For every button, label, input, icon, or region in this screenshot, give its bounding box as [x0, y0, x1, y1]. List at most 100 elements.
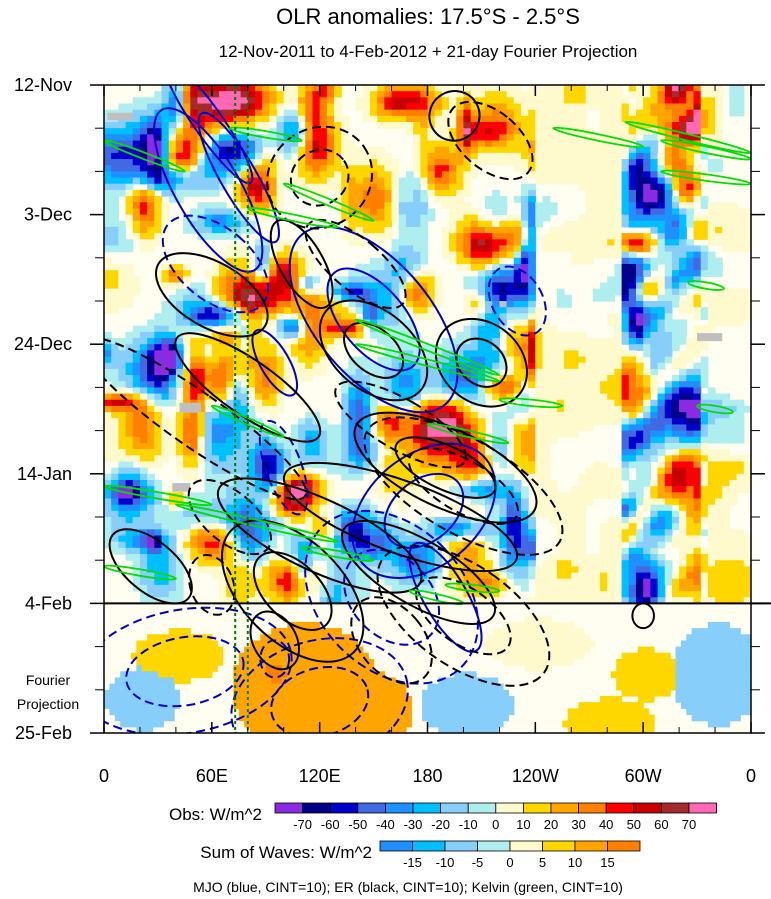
obs-field-cell: [513, 350, 522, 358]
obs-field-cell: [247, 368, 256, 376]
obs-field-cell: [305, 449, 314, 456]
obs-field-cell: [592, 103, 601, 111]
obs-field-cell: [355, 424, 364, 432]
obs-field-cell: [168, 418, 177, 426]
obs-field-cell: [341, 517, 350, 524]
obs-field-cell: [722, 455, 731, 463]
obs-field-cell: [707, 473, 716, 481]
obs-field-cell: [492, 399, 500, 407]
obs-field-cell: [341, 498, 350, 506]
obs-field-cell: [197, 159, 206, 166]
obs-field-cell: [528, 307, 536, 314]
obs-field-cell: [355, 356, 364, 364]
obs-field-cell: [204, 455, 213, 463]
obs-anomaly-field: [104, 85, 751, 604]
obs-field-cell: [571, 338, 580, 345]
obs-field-cell: [434, 368, 443, 376]
obs-field-cell: [384, 412, 393, 419]
obs-field-cell: [736, 294, 745, 302]
obs-field-cell: [154, 239, 163, 247]
obs-field-cell: [183, 276, 191, 284]
obs-field-cell: [700, 449, 709, 456]
obs-field-cell: [585, 368, 594, 376]
obs-field-cell: [427, 405, 436, 413]
obs-field-cell: [384, 91, 393, 98]
obs-field-cell: [125, 449, 134, 456]
obs-field-cell: [600, 492, 608, 500]
obs-field-cell: [592, 91, 601, 98]
obs-field-cell: [219, 276, 227, 284]
obs-field-cell: [441, 233, 450, 240]
obs-field-cell: [139, 393, 148, 401]
obs-field-cell: [535, 387, 544, 395]
obs-field-cell: [707, 430, 716, 438]
obs-field-cell: [355, 504, 364, 512]
obs-field-cell: [499, 220, 508, 228]
obs-field-cell: [247, 424, 256, 432]
obs-field-cell: [434, 288, 443, 296]
obs-field-cell: [535, 208, 544, 216]
obs-field-cell: [628, 146, 637, 154]
obs-field-cell: [413, 282, 421, 290]
obs-field-cell: [254, 387, 263, 395]
obs-field-cell: [319, 325, 328, 333]
obs-field-cell: [226, 449, 234, 456]
obs-field-cell: [657, 356, 666, 364]
obs-field-cell: [226, 504, 234, 512]
obs-field-cell: [190, 226, 199, 234]
obs-field-cell: [125, 498, 134, 506]
obs-field-cell: [621, 276, 630, 284]
obs-field-cell: [175, 375, 184, 382]
obs-field-cell: [369, 442, 378, 450]
obs-field-cell: [729, 436, 738, 444]
obs-field-cell: [175, 263, 184, 271]
obs-field-cell: [607, 91, 616, 98]
obs-field-cell: [413, 381, 421, 388]
obs-field-cell: [607, 344, 616, 351]
obs-field-cell: [111, 424, 119, 432]
obs-field-cell: [211, 307, 220, 314]
obs-field-cell: [161, 387, 170, 395]
obs-field-cell: [233, 134, 242, 142]
obs-field-cell: [650, 134, 659, 142]
obs-field-cell: [204, 424, 213, 432]
obs-field-cell: [571, 430, 580, 438]
obs-field-cell: [283, 263, 292, 271]
obs-field-cell: [664, 455, 673, 463]
obs-field-cell: [254, 189, 263, 197]
obs-field-cell: [549, 85, 558, 92]
obs-field-cell: [168, 504, 177, 512]
obs-field-cell: [147, 196, 155, 203]
obs-field-cell: [470, 492, 479, 500]
obs-field-cell: [247, 189, 256, 197]
obs-field-cell: [700, 91, 709, 98]
obs-field-cell: [643, 189, 651, 197]
obs-field-cell: [643, 479, 651, 487]
obs-field-cell: [147, 140, 155, 148]
obs-field-cell: [197, 449, 206, 456]
obs-field-cell: [585, 412, 594, 419]
obs-field-cell: [247, 115, 256, 123]
obs-field-cell: [628, 486, 637, 493]
obs-field-cell: [247, 486, 256, 493]
obs-field-cell: [556, 393, 565, 401]
obs-field-cell: [420, 282, 429, 290]
obs-field-cell: [341, 442, 350, 450]
obs-field-cell: [254, 510, 263, 518]
obs-field-cell: [578, 381, 587, 388]
obs-field-cell: [635, 430, 644, 438]
obs-field-cell: [384, 430, 393, 438]
obs-field-cell: [664, 257, 673, 265]
obs-field-cell: [434, 381, 443, 388]
obs-field-cell: [722, 233, 731, 240]
obs-field-cell: [427, 276, 436, 284]
obs-field-cell: [657, 294, 666, 302]
obs-field-cell: [707, 307, 716, 314]
obs-field-cell: [585, 473, 594, 481]
obs-field-cell: [499, 103, 508, 111]
obs-field-cell: [628, 245, 637, 253]
obs-field-cell: [312, 449, 321, 456]
obs-field-cell: [168, 177, 177, 185]
obs-field-cell: [456, 430, 465, 438]
obs-field-cell: [341, 146, 350, 154]
